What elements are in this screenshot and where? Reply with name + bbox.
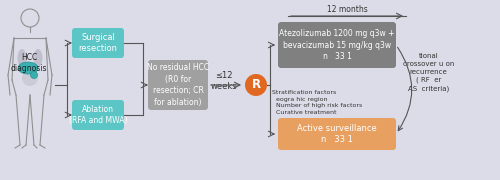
Ellipse shape [22,70,38,86]
Circle shape [30,71,38,78]
FancyBboxPatch shape [72,100,124,130]
Ellipse shape [34,49,42,67]
Text: R: R [252,78,260,91]
Text: Surgical
resection: Surgical resection [78,33,118,53]
Text: Atezolizumab 1200 mg q3w +
bevacizumab 15 mg/kg q3w
n   33 1: Atezolizumab 1200 mg q3w + bevacizumab 1… [279,29,395,61]
FancyArrowPatch shape [398,47,411,131]
Text: Stratification factors
  eogra hic region
  Number of high risk factors
  Curati: Stratification factors eogra hic region … [272,90,362,115]
Text: No residual HCC
(R0 for
resection; CR
for ablation): No residual HCC (R0 for resection; CR fo… [147,63,209,107]
Text: tional
crossover u on
recurrence
( RF  er
AS  criteria): tional crossover u on recurrence ( RF er… [403,53,454,91]
Ellipse shape [18,62,38,74]
FancyBboxPatch shape [278,118,396,150]
Text: Active surveillance
n   33 1: Active surveillance n 33 1 [297,124,377,144]
Text: Ablation
(RFA and MWA): Ablation (RFA and MWA) [69,105,127,125]
Circle shape [245,74,267,96]
FancyBboxPatch shape [278,22,396,68]
FancyBboxPatch shape [72,28,124,58]
Text: 12 months: 12 months [326,5,368,14]
Ellipse shape [18,49,26,67]
Text: ≤12
weeks: ≤12 weeks [210,71,238,91]
Text: HCC
diagnosis: HCC diagnosis [11,53,47,73]
FancyBboxPatch shape [148,60,208,110]
